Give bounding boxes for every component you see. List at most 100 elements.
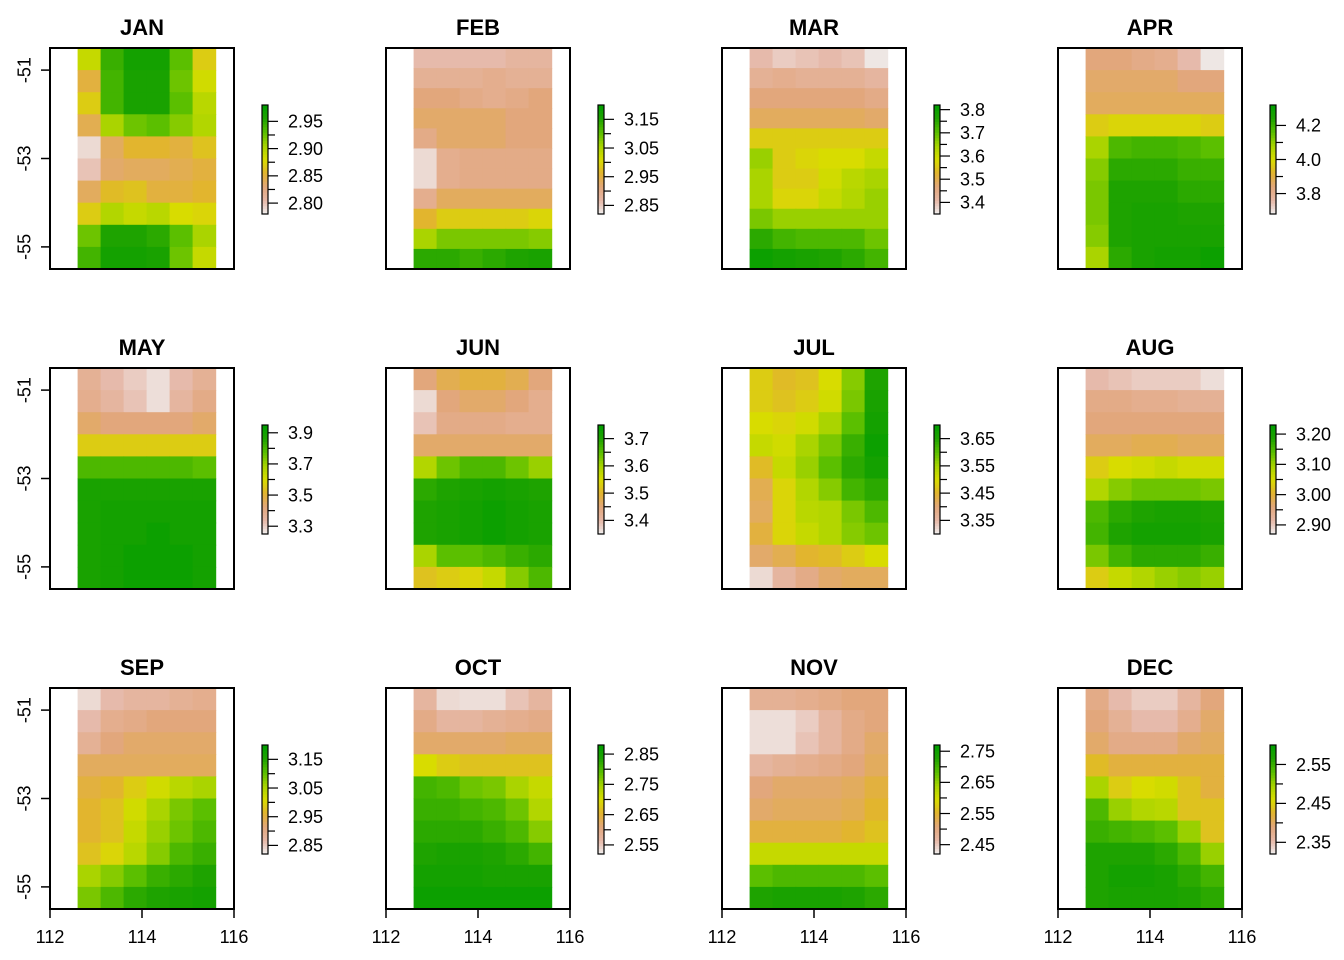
- legend-swatch: [1270, 452, 1276, 456]
- legend-colorbar: 2.85 2.95 3.05 3.15: [597, 104, 659, 216]
- legend-swatch: [934, 769, 940, 773]
- raster-cell: [749, 228, 774, 250]
- raster-cell: [413, 188, 438, 210]
- legend-colorbar: 2.35 2.45 2.55: [1269, 744, 1331, 855]
- raster-cell: [772, 842, 797, 866]
- raster-cell: [818, 390, 843, 413]
- legend-swatch: [598, 175, 604, 180]
- raster-cell: [1177, 522, 1202, 546]
- legend-tick-label: 2.65: [624, 805, 659, 825]
- legend-tick-label: 2.95: [288, 112, 323, 132]
- raster-cell: [1154, 224, 1179, 248]
- raster-cell: [77, 864, 102, 888]
- legend-swatch: [1270, 463, 1276, 467]
- legend-swatch: [262, 148, 268, 152]
- legend-swatch: [262, 745, 268, 749]
- panel-title: OCT: [455, 655, 502, 680]
- legend-tick-label: 3.10: [1296, 455, 1331, 475]
- legend-swatch: [934, 815, 940, 820]
- raster-cell: [1177, 842, 1202, 866]
- raster-cell: [146, 224, 171, 248]
- raster-cell: [505, 776, 530, 800]
- raster-cell: [100, 732, 125, 755]
- raster-cell: [1154, 864, 1179, 888]
- panel-title: NOV: [790, 655, 838, 680]
- raster-cell: [505, 754, 530, 777]
- legend-swatch: [262, 170, 268, 174]
- raster-cell: [841, 412, 866, 435]
- legend-swatch: [262, 837, 268, 841]
- raster-cell: [1085, 566, 1110, 590]
- raster-cell: [1131, 434, 1156, 457]
- raster-cell: [818, 412, 843, 435]
- raster-cell: [772, 710, 797, 733]
- legend-swatch: [934, 517, 940, 521]
- raster-cell: [77, 390, 102, 413]
- raster-cell: [1131, 776, 1156, 800]
- legend-swatch: [934, 845, 940, 850]
- legend-swatch: [598, 851, 604, 855]
- legend-swatch: [934, 490, 940, 494]
- raster-cell: [841, 754, 866, 777]
- raster-cell: [841, 168, 866, 190]
- raster-cell: [482, 88, 507, 109]
- raster-cell: [505, 48, 530, 69]
- legend-swatch: [1270, 824, 1276, 828]
- raster-cell: [772, 776, 797, 800]
- legend-swatch: [598, 186, 604, 190]
- raster-cell: [864, 248, 889, 270]
- raster-cell: [413, 412, 438, 435]
- raster-cell: [1154, 842, 1179, 866]
- raster-cell: [1200, 522, 1225, 546]
- raster-cell: [1108, 390, 1133, 413]
- legend-swatch: [1270, 783, 1276, 787]
- legend-swatch: [262, 211, 268, 215]
- legend-swatch: [1270, 205, 1276, 210]
- legend-swatch: [598, 129, 604, 133]
- raster-cell: [459, 248, 484, 270]
- legend-swatch: [262, 845, 268, 850]
- raster-cell: [749, 68, 774, 89]
- legend-tick-label: 3.4: [960, 193, 985, 213]
- panel-jan: JAN -51 -53 -55 2.80 2.85 2.90 2.95: [14, 15, 323, 270]
- raster-cell: [864, 390, 889, 413]
- raster-cell: [1154, 434, 1179, 457]
- x-tick-label: 112: [1044, 927, 1073, 947]
- raster-cell: [482, 168, 507, 190]
- legend-swatch: [934, 487, 940, 491]
- raster-cell: [482, 566, 507, 590]
- legend-swatch: [934, 807, 940, 811]
- legend-swatch: [262, 452, 268, 456]
- raster-cell: [818, 566, 843, 590]
- raster-cell: [459, 208, 484, 230]
- raster-cell: [192, 136, 217, 160]
- legend-swatch: [598, 427, 604, 431]
- raster-cell: [459, 842, 484, 866]
- raster-cell: [1108, 456, 1133, 480]
- raster-cell: [123, 48, 148, 71]
- legend-swatch: [1270, 208, 1276, 212]
- legend-swatch: [598, 840, 604, 844]
- raster-cell: [1200, 180, 1225, 204]
- legend-tick-label: 3.5: [288, 485, 313, 505]
- legend-swatch: [1270, 755, 1276, 760]
- legend-tick-label: 2.85: [288, 166, 323, 186]
- legend-tick-label: 3.6: [960, 146, 985, 166]
- legend-swatch: [262, 764, 268, 768]
- legend-tick-label: 2.85: [288, 836, 323, 856]
- raster-cell: [123, 754, 148, 777]
- raster-cell: [123, 136, 148, 160]
- legend-swatch: [1270, 490, 1276, 494]
- legend-swatch: [262, 192, 268, 196]
- raster-cell: [1177, 886, 1202, 910]
- legend-tick-label: 3.00: [1296, 485, 1331, 505]
- raster-cell: [795, 732, 820, 755]
- raster-cell: [818, 434, 843, 457]
- legend-swatch: [598, 788, 604, 792]
- raster-cell: [413, 48, 438, 69]
- raster-cell: [413, 566, 438, 590]
- raster-cell: [169, 434, 194, 457]
- raster-cell: [528, 390, 553, 413]
- legend-swatch: [262, 799, 268, 803]
- legend-swatch: [262, 531, 268, 535]
